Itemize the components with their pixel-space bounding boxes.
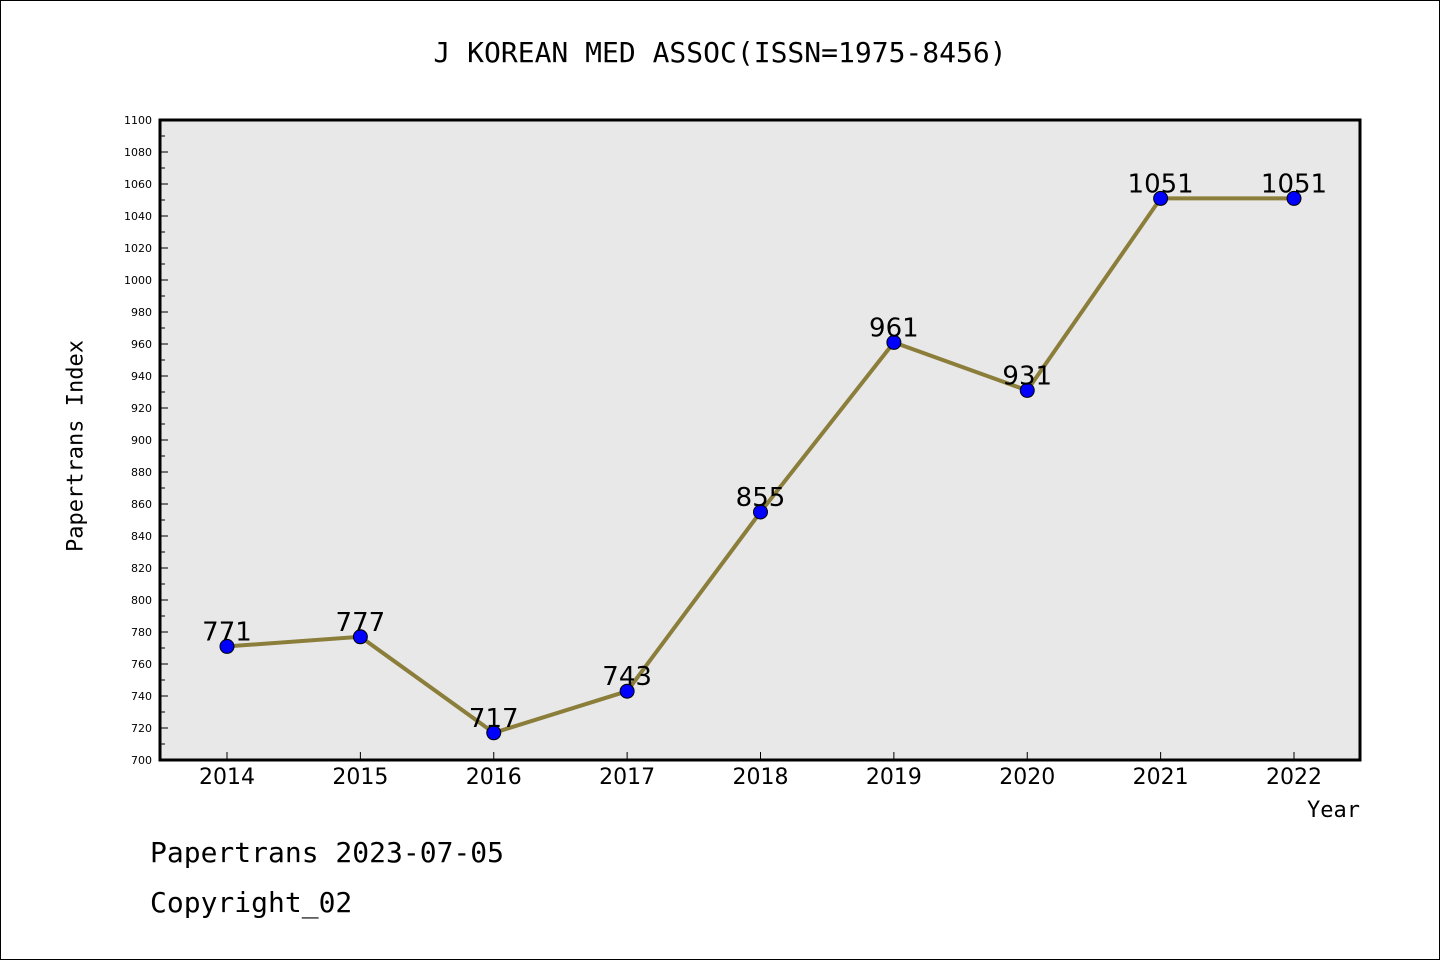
y-tick-label: 780 [131,626,152,639]
x-tick-label: 2014 [199,765,255,790]
x-axis-label: Year [1307,798,1360,823]
x-tick-label: 2021 [1133,765,1189,790]
x-tick-label: 2020 [999,765,1055,790]
data-label: 855 [736,483,786,513]
y-tick-label: 1060 [124,178,152,191]
y-tick-label: 840 [131,530,152,543]
data-label: 931 [1002,361,1052,391]
y-tick-label: 980 [131,306,152,319]
plot-border [158,118,1362,762]
x-tick-label: 2016 [466,765,522,790]
x-tick-label: 2019 [866,765,922,790]
y-tick-label: 740 [131,690,152,703]
data-point [1019,382,1035,398]
y-tick-label: 1040 [124,210,152,223]
y-tick-label: 820 [131,562,152,575]
chart-title: J KOREAN MED ASSOC(ISSN=1975-8456) [433,36,1007,69]
y-tick-label: 940 [131,370,152,383]
y-tick-label: 700 [131,754,152,767]
data-label: 743 [602,662,652,692]
x-tick-label: 2018 [733,765,789,790]
y-tick-label: 880 [131,466,152,479]
footer-copyright: Copyright_02 [150,886,353,919]
y-tick-label: 1000 [124,274,152,287]
x-tick-label: 2017 [599,765,655,790]
data-point [886,334,902,350]
footer-date: Papertrans 2023-07-05 [150,836,505,869]
data-label: 777 [336,608,386,638]
y-tick-label: 900 [131,434,152,447]
y-tick-label: 760 [131,658,152,671]
y-tick-label: 1080 [124,146,152,159]
y-tick-label: 1100 [124,114,152,127]
x-tick-label: 2015 [332,765,388,790]
x-tick-label: 2022 [1266,765,1322,790]
data-label: 771 [202,617,252,647]
y-tick-label: 720 [131,722,152,735]
data-point [352,629,368,645]
y-tick-label: 860 [131,498,152,511]
data-point [1153,190,1169,206]
data-label: 1051 [1261,169,1327,199]
data-label: 717 [469,704,519,734]
data-label: 1051 [1128,169,1194,199]
y-tick-label: 800 [131,594,152,607]
data-point [1286,190,1302,206]
data-label: 961 [869,313,919,343]
y-tick-label: 920 [131,402,152,415]
data-point [219,638,235,654]
data-point [486,725,502,741]
y-tick-label: 960 [131,338,152,351]
plot-area [160,120,1360,760]
data-point [753,504,768,520]
data-point [619,683,635,699]
y-tick-label: 1020 [124,242,152,255]
